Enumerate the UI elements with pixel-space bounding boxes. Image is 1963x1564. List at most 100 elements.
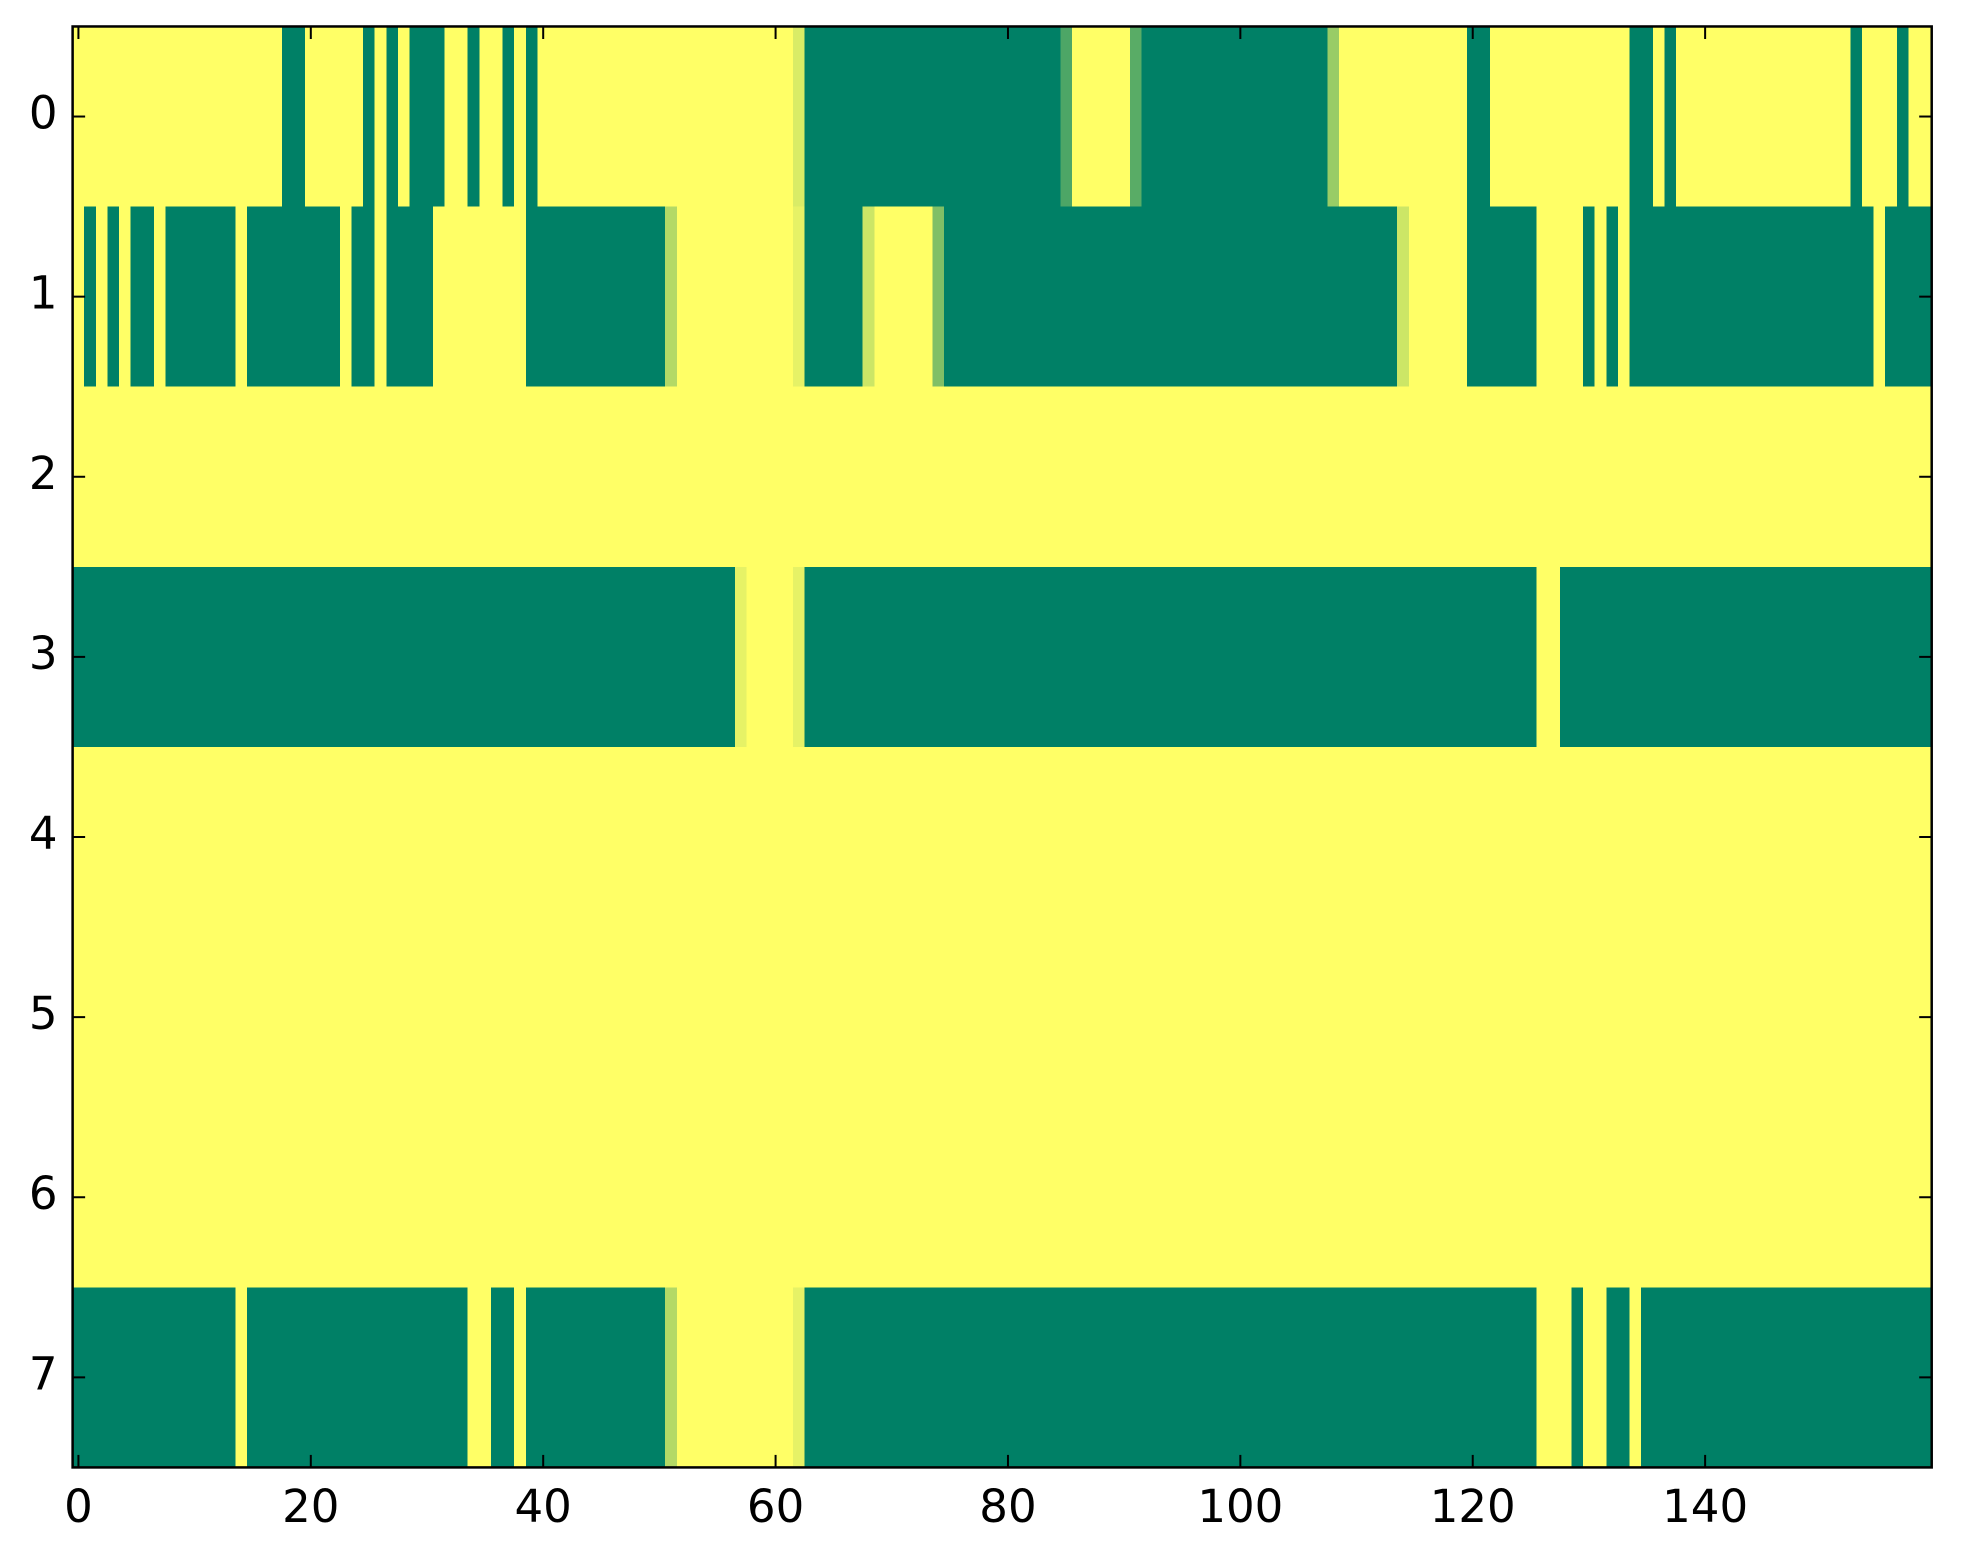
heatmap-cell xyxy=(374,386,387,568)
heatmap-cell xyxy=(804,1107,817,1288)
heatmap-cell xyxy=(607,26,620,208)
heatmap-cell xyxy=(1269,746,1282,928)
heatmap-cells xyxy=(72,26,1933,1468)
heatmap-cell xyxy=(978,1107,992,1288)
heatmap-cell xyxy=(1013,1287,1026,1468)
heatmap-cell xyxy=(177,746,190,928)
heatmap-cell xyxy=(246,1107,260,1288)
heatmap-cell xyxy=(1315,1107,1328,1288)
heatmap-cell xyxy=(374,206,387,388)
heatmap-cell xyxy=(1060,1107,1073,1288)
heatmap-cell xyxy=(1153,746,1166,928)
heatmap-cell xyxy=(665,206,678,388)
heatmap-cell xyxy=(490,927,504,1108)
heatmap-cell xyxy=(1536,26,1549,208)
heatmap-cell xyxy=(212,206,225,388)
heatmap-cell xyxy=(200,26,213,208)
heatmap-cell xyxy=(1525,927,1538,1108)
heatmap-cell xyxy=(1211,1107,1224,1288)
heatmap-cell xyxy=(1129,206,1143,388)
heatmap-cell xyxy=(223,206,236,388)
heatmap-cell xyxy=(595,26,608,208)
heatmap-cell xyxy=(1722,746,1735,928)
heatmap-cell xyxy=(1734,566,1747,748)
heatmap-cell xyxy=(467,746,480,928)
heatmap-cell xyxy=(1164,746,1177,928)
heatmap-cell xyxy=(1885,746,1898,928)
heatmap-cell xyxy=(1153,206,1166,388)
heatmap-cell xyxy=(978,26,992,208)
heatmap-cell xyxy=(746,206,759,388)
heatmap-cell xyxy=(746,746,759,928)
heatmap-cell xyxy=(607,1107,620,1288)
heatmap-cell xyxy=(909,386,922,568)
heatmap-cell xyxy=(1617,927,1631,1108)
heatmap-cell xyxy=(1769,566,1782,748)
x-tick-label: 60 xyxy=(747,1480,804,1533)
heatmap-cell xyxy=(1687,1107,1700,1288)
heatmap-cell xyxy=(1583,386,1596,568)
heatmap-cell xyxy=(223,1107,236,1288)
heatmap-cell xyxy=(1745,1287,1758,1468)
heatmap-cell xyxy=(793,26,806,208)
heatmap-cell xyxy=(630,1107,643,1288)
heatmap-cell xyxy=(1629,927,1642,1108)
heatmap-cell xyxy=(1478,1287,1491,1468)
heatmap-cell xyxy=(711,386,724,568)
heatmap-cell xyxy=(1676,26,1689,208)
heatmap-cell xyxy=(1850,566,1863,748)
heatmap-cell xyxy=(1385,26,1398,208)
heatmap-cell xyxy=(665,746,678,928)
heatmap-cell xyxy=(1478,386,1491,568)
heatmap-cell xyxy=(1652,746,1665,928)
heatmap-cell xyxy=(1443,746,1456,928)
heatmap-cell xyxy=(1118,746,1131,928)
heatmap-cell xyxy=(1815,1287,1828,1468)
heatmap-cell xyxy=(746,386,759,568)
heatmap-cell xyxy=(734,26,748,208)
heatmap-cell xyxy=(386,386,399,568)
heatmap-cell xyxy=(1002,1107,1015,1288)
heatmap-cell xyxy=(560,927,573,1108)
heatmap-cell xyxy=(304,26,318,208)
heatmap-cell xyxy=(1559,26,1573,208)
heatmap-cell xyxy=(200,206,213,388)
heatmap-cell xyxy=(1385,206,1398,388)
heatmap-cell xyxy=(479,927,492,1108)
heatmap-cell xyxy=(734,1107,748,1288)
heatmap-cell xyxy=(909,1107,922,1288)
heatmap-cell xyxy=(1362,1287,1375,1468)
heatmap-cell xyxy=(1815,26,1828,208)
heatmap-cell xyxy=(397,26,411,208)
heatmap-cell xyxy=(874,206,887,388)
heatmap-cell xyxy=(827,746,840,928)
heatmap-cell xyxy=(479,1107,492,1288)
heatmap-cell xyxy=(1025,386,1038,568)
heatmap-cell xyxy=(1908,26,1921,208)
heatmap-cell xyxy=(1281,746,1294,928)
heatmap-cell xyxy=(1013,927,1026,1108)
heatmap-cell xyxy=(1571,206,1584,388)
heatmap-cell xyxy=(1641,206,1654,388)
heatmap-cell xyxy=(862,927,875,1108)
heatmap-cell xyxy=(816,1287,829,1468)
heatmap-cell xyxy=(421,206,434,388)
heatmap-cell xyxy=(1292,1287,1305,1468)
heatmap-cell xyxy=(153,927,167,1108)
heatmap-cell xyxy=(1188,26,1201,208)
heatmap-cell xyxy=(700,26,713,208)
heatmap-cell xyxy=(409,746,422,928)
heatmap-cell xyxy=(1176,386,1189,568)
heatmap-cell xyxy=(1617,26,1631,208)
heatmap-cell xyxy=(1002,1287,1015,1468)
heatmap-cell xyxy=(223,746,236,928)
heatmap-cell xyxy=(1385,1287,1398,1468)
heatmap-cell xyxy=(1699,206,1712,388)
heatmap-cell xyxy=(641,26,655,208)
heatmap-cell xyxy=(246,386,260,568)
heatmap-cell xyxy=(537,26,550,208)
heatmap-cell xyxy=(1199,26,1212,208)
heatmap-cell xyxy=(1501,566,1514,748)
heatmap-cell xyxy=(258,927,271,1108)
heatmap-cell xyxy=(363,386,376,568)
